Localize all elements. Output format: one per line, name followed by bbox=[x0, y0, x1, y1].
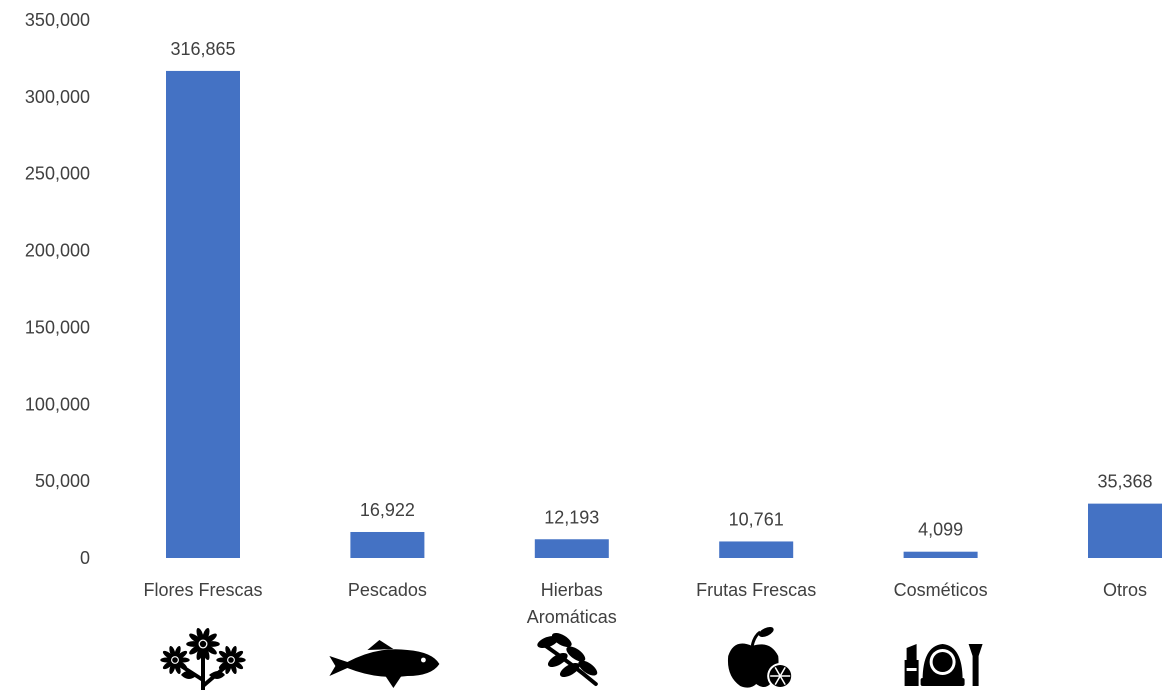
data-label: 4,099 bbox=[918, 520, 963, 540]
data-label: 10,761 bbox=[729, 509, 784, 529]
y-axis: 0 50,000 100,000 150,000 200,000 250,000 300,0… bbox=[25, 10, 90, 568]
bars bbox=[166, 70, 1162, 558]
y-tick-label: 250,000 bbox=[25, 164, 90, 184]
category-label-line: Cosméticos bbox=[894, 580, 988, 600]
fruit-icon bbox=[727, 627, 794, 689]
x-axis: Flores Frescas Pescados Hierbas Aromáticas F… bbox=[143, 580, 1147, 627]
bar bbox=[719, 541, 794, 558]
data-label: 16,922 bbox=[360, 500, 415, 520]
y-tick-label: 100,000 bbox=[25, 394, 90, 414]
y-tick-label: 50,000 bbox=[35, 471, 90, 491]
category-label-line: Aromáticas bbox=[527, 607, 617, 627]
category-icons bbox=[160, 627, 983, 690]
y-tick-label: 300,000 bbox=[25, 87, 90, 107]
data-label: 12,193 bbox=[544, 507, 599, 527]
herb-branch-icon bbox=[537, 633, 598, 686]
fish-icon bbox=[329, 640, 440, 688]
bar bbox=[534, 539, 609, 558]
data-labels: 316,865 16,922 12,193 10,761 4,099 35,368 bbox=[170, 39, 1152, 540]
bar bbox=[903, 551, 978, 558]
category-label-line: Hierbas bbox=[541, 580, 603, 600]
y-tick-label: 350,000 bbox=[25, 10, 90, 30]
category-label-line: Frutas Frescas bbox=[696, 580, 816, 600]
category-label: Flores Frescas bbox=[143, 580, 262, 600]
y-tick-label: 0 bbox=[80, 548, 90, 568]
category-label-line: Otros bbox=[1103, 580, 1147, 600]
category-label: Cosméticos bbox=[894, 580, 988, 600]
category-label-line: Flores Frescas bbox=[143, 580, 262, 600]
y-tick-label: 150,000 bbox=[25, 317, 90, 337]
y-tick-label: 200,000 bbox=[25, 241, 90, 261]
bar bbox=[1088, 503, 1162, 558]
category-label: Otros bbox=[1103, 580, 1147, 600]
category-label-line: Pescados bbox=[348, 580, 427, 600]
cosmetics-icon bbox=[904, 644, 983, 686]
category-label: Frutas Frescas bbox=[696, 580, 816, 600]
flowers-icon bbox=[160, 627, 246, 690]
data-label: 35,368 bbox=[1097, 472, 1152, 492]
bar bbox=[166, 70, 240, 558]
bar bbox=[350, 531, 425, 558]
data-label: 316,865 bbox=[170, 39, 235, 59]
category-label: Pescados bbox=[348, 580, 427, 600]
category-label: Hierbas Aromáticas bbox=[527, 580, 617, 627]
